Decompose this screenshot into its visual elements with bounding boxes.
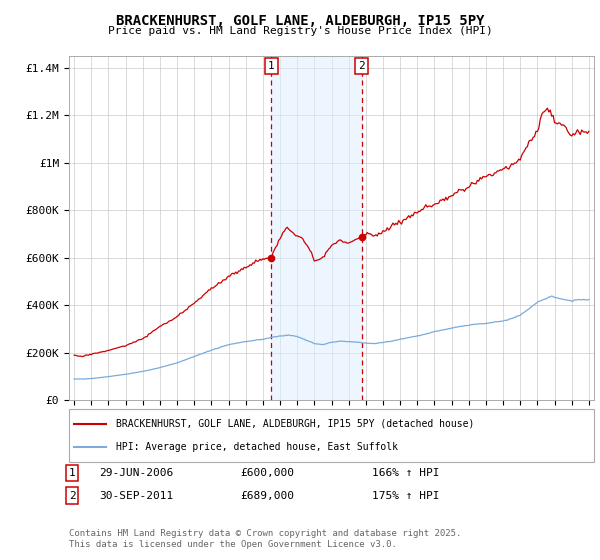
Text: HPI: Average price, detached house, East Suffolk: HPI: Average price, detached house, East… — [116, 442, 398, 452]
Text: 29-JUN-2006: 29-JUN-2006 — [99, 468, 173, 478]
Text: BRACKENHURST, GOLF LANE, ALDEBURGH, IP15 5PY (detached house): BRACKENHURST, GOLF LANE, ALDEBURGH, IP15… — [116, 419, 475, 429]
Text: Contains HM Land Registry data © Crown copyright and database right 2025.
This d: Contains HM Land Registry data © Crown c… — [69, 529, 461, 549]
Text: 1: 1 — [68, 468, 76, 478]
Text: 1: 1 — [268, 61, 275, 71]
Text: 2: 2 — [68, 491, 76, 501]
Text: £600,000: £600,000 — [240, 468, 294, 478]
Text: 2: 2 — [358, 61, 365, 71]
Text: Price paid vs. HM Land Registry's House Price Index (HPI): Price paid vs. HM Land Registry's House … — [107, 26, 493, 36]
Text: 175% ↑ HPI: 175% ↑ HPI — [372, 491, 439, 501]
Text: BRACKENHURST, GOLF LANE, ALDEBURGH, IP15 5PY: BRACKENHURST, GOLF LANE, ALDEBURGH, IP15… — [116, 14, 484, 28]
Text: 30-SEP-2011: 30-SEP-2011 — [99, 491, 173, 501]
Text: 166% ↑ HPI: 166% ↑ HPI — [372, 468, 439, 478]
FancyBboxPatch shape — [69, 409, 594, 462]
Text: £689,000: £689,000 — [240, 491, 294, 501]
Bar — [271, 56, 362, 400]
